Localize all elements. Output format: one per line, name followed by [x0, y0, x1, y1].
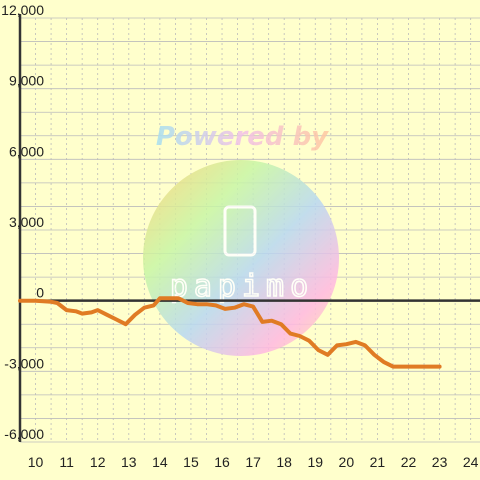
watermark-circle: [143, 160, 339, 356]
watermark-phone-icon: [223, 205, 257, 257]
series-layer: [18, 296, 442, 369]
x-tick-label: 16: [214, 454, 230, 470]
x-tick-label: 15: [183, 454, 199, 470]
y-tick-label: 12,000: [1, 2, 44, 18]
y-tick-label: 3,000: [9, 214, 44, 230]
x-tick-label: 20: [339, 454, 355, 470]
x-tick-label: 21: [370, 454, 386, 470]
x-tick-label: 22: [401, 454, 417, 470]
watermark-powered-by-text: Powered by: [156, 122, 329, 152]
x-tick-label: 10: [28, 454, 44, 470]
x-tick-label: 14: [152, 454, 168, 470]
watermark-brand-text: papimo: [170, 269, 314, 304]
x-tick-label: 17: [245, 454, 261, 470]
x-tick-label: 19: [307, 454, 323, 470]
y-tick-label: 6,000: [9, 143, 44, 159]
y-tick-label: -3,000: [4, 355, 44, 371]
y-tick-label: 9,000: [9, 73, 44, 89]
y-tick-label: 0: [36, 285, 44, 301]
axes: [18, 14, 480, 442]
papimo-watermark: Powered by papimo: [143, 122, 339, 356]
x-tick-label: 13: [121, 454, 137, 470]
x-tick-label: 18: [276, 454, 292, 470]
x-tick-label: 11: [59, 454, 74, 470]
tick-labels: 12,000 9,000 6,000 3,000 0 -3,000 -6,000 10 11 12…: [1, 2, 479, 470]
series-line: [18, 296, 442, 369]
x-tick-label: 23: [432, 454, 448, 470]
x-tick-label: 24: [463, 454, 479, 470]
x-tick-label: 12: [90, 454, 106, 470]
y-tick-label: -6,000: [4, 426, 44, 442]
